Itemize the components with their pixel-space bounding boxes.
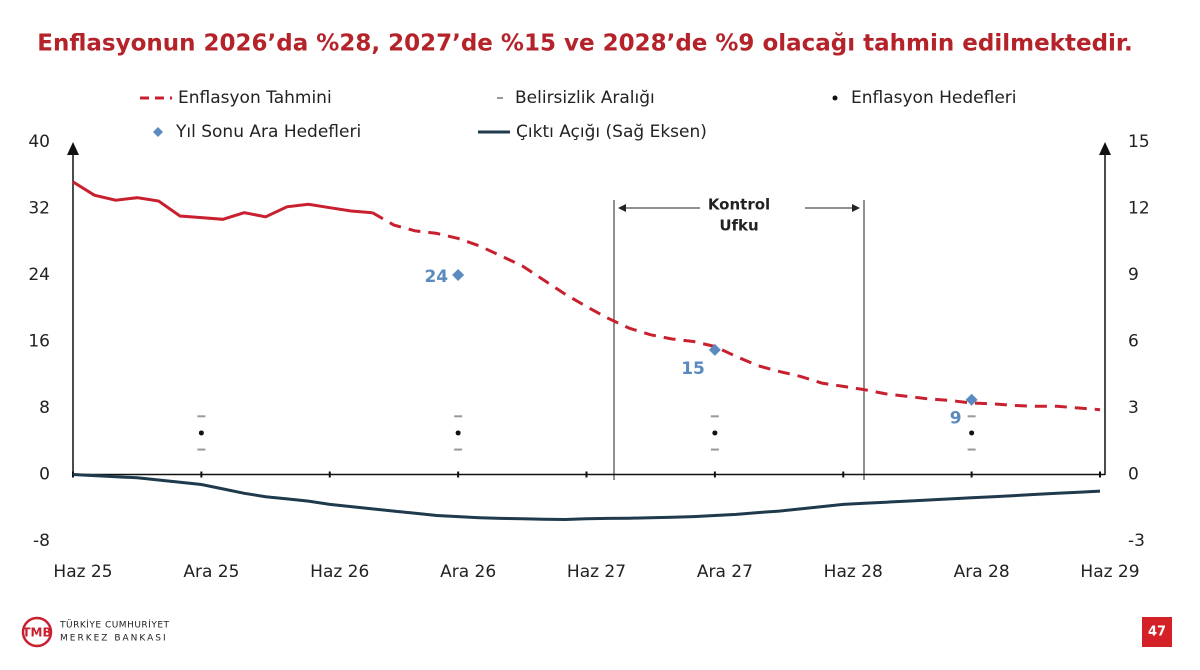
page-number: 47 (1148, 625, 1166, 640)
data-label: 15 (681, 359, 705, 379)
x-tick-label: Haz 26 (310, 562, 369, 582)
y2-tick-label: 3 (1128, 398, 1139, 418)
x-tick-label: Ara 28 (954, 562, 1010, 582)
left-arrow (67, 142, 79, 155)
y2-tick-label: 9 (1128, 265, 1139, 285)
legend-label: Çıktı Açığı (Sağ Eksen) (516, 122, 707, 142)
y-tick-label: 32 (28, 199, 50, 219)
horizon-arrowhead (852, 204, 860, 212)
line-series (371, 211, 1101, 412)
y-tick-label: 24 (28, 265, 50, 285)
interim-target (708, 343, 721, 356)
legend-swatch (153, 127, 163, 137)
data-label: 9 (950, 409, 962, 429)
legend-label: Yıl Sonu Ara Hedefleri (175, 122, 361, 142)
y-tick-label: 16 (28, 332, 50, 352)
legend-label: Belirsizlik Aralığı (515, 88, 655, 108)
bank-name: MERKEZ BANKASI (60, 634, 168, 644)
target-dot (712, 430, 718, 436)
y-tick-label: 40 (28, 132, 50, 152)
logo (21, 616, 53, 648)
annotation: Kontrol (708, 196, 770, 214)
target-dot (969, 430, 975, 436)
horizon-arrowhead (618, 204, 626, 212)
interim-target (965, 393, 978, 406)
x-tick-label: Haz 25 (53, 562, 112, 582)
y2-tick-label: 15 (1128, 132, 1150, 152)
x-tick-label: Haz 29 (1080, 562, 1139, 582)
x-tick-label: Ara 25 (183, 562, 239, 582)
x-tick-label: Haz 28 (824, 562, 883, 582)
line-series (72, 180, 373, 221)
y-tick-label: 8 (39, 398, 50, 418)
x-tick-label: Ara 27 (697, 562, 753, 582)
legend-label: Enflasyon Hedefleri (851, 88, 1017, 108)
x-tick-label: Ara 26 (440, 562, 496, 582)
line-series (72, 473, 1101, 522)
y-tick-label: -8 (33, 531, 50, 551)
right-arrow (1099, 142, 1111, 155)
logo-mark: TMB (22, 626, 51, 640)
legend-swatch (832, 95, 838, 101)
bank-name: TÜRKİYE CUMHURİYET (59, 620, 170, 631)
x-tick-label: Haz 27 (567, 562, 626, 582)
y-tick-label: 0 (39, 465, 50, 485)
interim-target (452, 269, 465, 281)
page-badge (1142, 617, 1172, 647)
target-dot (455, 430, 461, 436)
chart-title: Enflasyonun 2026’da %28, 2027’de %15 ve … (37, 31, 1132, 57)
annotation: Ufku (719, 217, 758, 235)
y2-tick-label: 12 (1128, 199, 1150, 219)
y2-tick-label: 6 (1128, 332, 1139, 352)
legend-label: Enflasyon Tahmini (178, 88, 332, 108)
y2-tick-label: -3 (1128, 531, 1145, 551)
target-dot (198, 430, 204, 436)
data-label: 24 (424, 267, 448, 287)
y2-tick-label: 0 (1128, 465, 1139, 485)
